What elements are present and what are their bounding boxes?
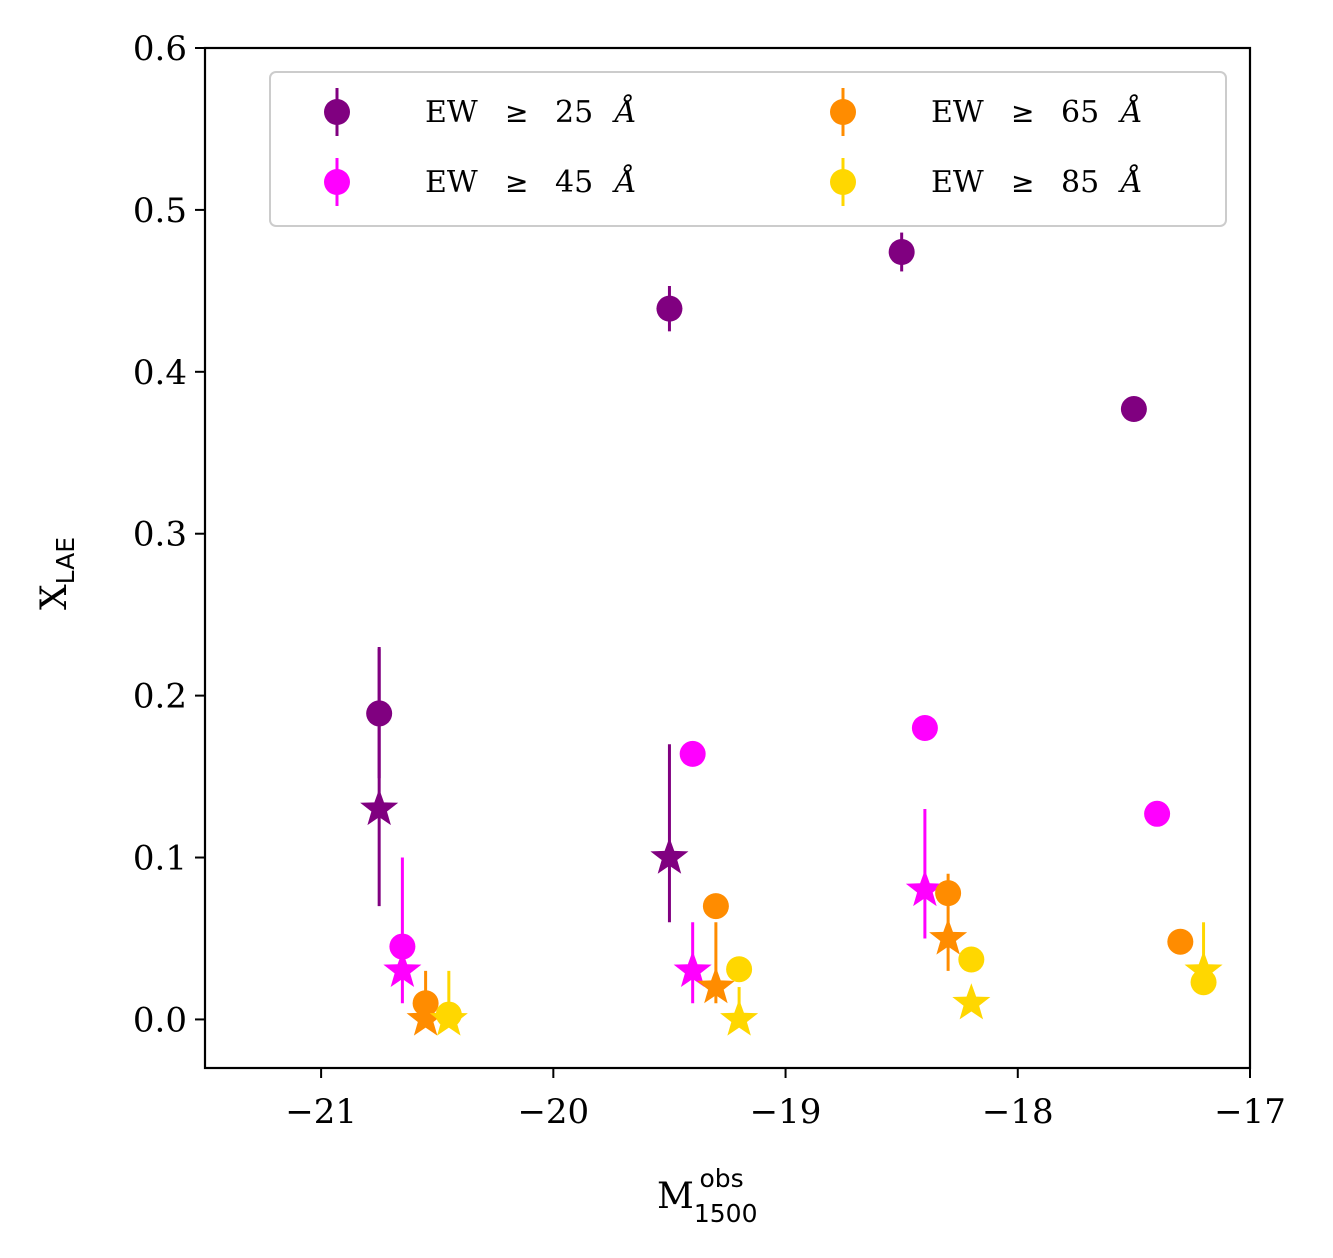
legend-label-unit: Å [612, 164, 637, 200]
data-point-circle [1167, 928, 1194, 955]
legend-entry: EW ≥85 Å [830, 158, 1143, 206]
x-tick-label: −17 [1214, 1092, 1286, 1132]
x-axis-title-sup: obs [700, 1164, 744, 1193]
data-marks [360, 232, 1223, 1036]
y-tick-label: 0.5 [133, 191, 187, 231]
legend-label-value: 45 [555, 165, 593, 200]
x-axis-title-sub: 1500 [694, 1199, 758, 1228]
data-point-star [929, 918, 968, 955]
legend-label-prefix: EW [931, 165, 984, 200]
data-point-circle [958, 946, 985, 973]
data-point-circle [911, 715, 938, 741]
y-tick-label: 0.1 [133, 839, 187, 879]
legend-marker [830, 169, 856, 195]
x-axis-title: M1500 obs [657, 1164, 758, 1228]
series-2 [383, 715, 1171, 1004]
x-tick-label: −20 [517, 1092, 589, 1132]
data-point-star [383, 950, 422, 988]
y-tick-label: 0.0 [133, 1000, 187, 1040]
plot-frame [203, 46, 1252, 1070]
legend-marker [830, 99, 856, 125]
y-axis-title: XLAE [34, 537, 80, 610]
data-point-circle [679, 740, 706, 767]
series-4 [429, 922, 1223, 1036]
y-axis-title-main: X [34, 584, 75, 610]
data-point-circle [888, 239, 915, 265]
y-axis: 0.0 0.1 0.2 0.3 0.4 0.5 0.6 [133, 29, 205, 1040]
legend-label-symbol: ≥ [505, 96, 528, 129]
data-point-star [1184, 950, 1223, 988]
legend-label-unit: Å [1118, 94, 1143, 130]
x-tick-label: −21 [285, 1092, 357, 1132]
y-tick-label: 0.3 [133, 515, 187, 555]
data-point-star [696, 967, 735, 1004]
legend-label-value: 65 [1061, 95, 1099, 130]
legend-label-symbol: ≥ [1011, 166, 1034, 199]
legend-entry: EW ≥25 Å [324, 88, 637, 136]
legend-entry: EW ≥65 Å [830, 88, 1143, 136]
data-point-star [406, 999, 445, 1036]
data-point-star [360, 788, 399, 826]
data-point-circle [726, 956, 753, 983]
legend-label-unit: Å [612, 94, 637, 130]
y-axis-title-sub: LAE [51, 537, 80, 584]
legend-marker [324, 169, 350, 195]
x-axis: −21 −20 −19 −18 −17 [285, 1068, 1286, 1132]
data-point-star [720, 999, 759, 1036]
legend-label-symbol: ≥ [505, 166, 528, 199]
legend-entry: EW ≥45 Å [324, 158, 637, 206]
data-point-star [650, 837, 689, 874]
data-point-star [952, 983, 991, 1020]
data-point-circle [702, 893, 729, 920]
x-tick-label: −18 [982, 1092, 1054, 1132]
legend-label-value: 25 [555, 95, 593, 130]
y-tick-label: 0.4 [133, 353, 187, 393]
series-1 [360, 232, 1147, 923]
data-point-circle [1144, 800, 1171, 827]
y-tick-label: 0.6 [133, 29, 187, 69]
data-point-circle [656, 295, 683, 322]
x-axis-title-main: M [657, 1176, 694, 1217]
legend-label-prefix: EW [931, 95, 984, 130]
y-tick-label: 0.2 [133, 677, 187, 717]
data-point-star [429, 999, 468, 1036]
data-point-star [673, 950, 712, 988]
series-3 [406, 873, 1194, 1036]
data-point-circle [1120, 396, 1147, 423]
legend-marker [324, 99, 350, 125]
x-tick-label: −19 [750, 1092, 822, 1132]
legend-label-unit: Å [1118, 164, 1143, 200]
legend-box [269, 71, 1227, 227]
legend-label-symbol: ≥ [1011, 96, 1034, 129]
legend: EW ≥25 Å EW ≥45 Å EW ≥65 Å EW ≥85 Å [269, 71, 1227, 227]
legend-label-value: 85 [1061, 165, 1099, 200]
data-point-star [905, 869, 944, 907]
legend-label-prefix: EW [425, 95, 478, 130]
legend-label-prefix: EW [425, 165, 478, 200]
